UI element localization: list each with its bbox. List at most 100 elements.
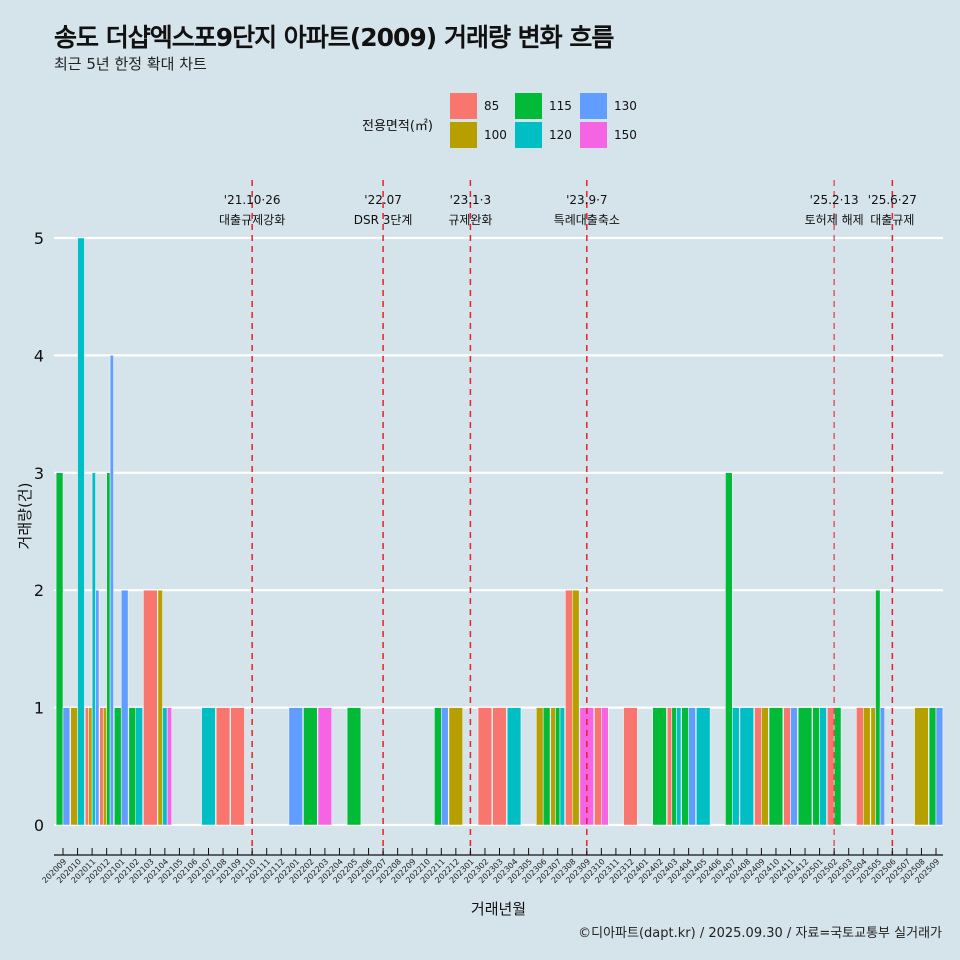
bar-202310-85 (594, 707, 602, 826)
legend-swatch (580, 122, 607, 148)
legend-label: 100 (484, 128, 507, 142)
bar-202509-130 (935, 707, 944, 826)
event-date: '22.07 (364, 193, 402, 207)
y-tick-label: 1 (34, 699, 44, 718)
legend-item-115: 115 (515, 93, 575, 119)
bar-202011-85 (84, 707, 89, 826)
x-axis-title: 거래년월 (471, 900, 526, 918)
bar-202402-115 (652, 707, 667, 826)
chart-title: 송도 더샵엑스포9단지 아파트(2009) 거래량 변화 흐름 (54, 23, 614, 52)
bar-202504-85 (856, 707, 864, 826)
bar-202012-130 (109, 355, 114, 826)
y-tick-label: 3 (34, 464, 44, 483)
bar-202011-100 (88, 707, 93, 826)
bar-202104-100 (157, 589, 163, 826)
bar-202505-130 (879, 707, 885, 826)
source-caption: ©디아파트(dapt.kr) / 2025.09.30 / 자료=국토교통부 실… (578, 926, 942, 941)
legend-label: 115 (549, 99, 572, 113)
bar-202009-115 (55, 472, 64, 826)
event-label: DSR 3단계 (354, 213, 413, 227)
bar-202307-100 (550, 707, 556, 826)
bar-202202-115 (303, 707, 318, 826)
legend-swatch (450, 122, 477, 148)
y-tick-label: 2 (34, 581, 44, 600)
legend-title: 전용면적(㎡) (362, 119, 433, 134)
legend-swatch (515, 93, 542, 119)
legend-item-100: 100 (450, 122, 510, 148)
event-date: '21.10·26 (224, 193, 281, 207)
bar-202211-115 (434, 707, 442, 826)
y-axis-title: 거래량(건) (16, 483, 34, 550)
bar-202010-100 (70, 707, 78, 826)
bar-202012-115 (106, 472, 111, 826)
bar-202306-100 (536, 707, 544, 826)
bar-202407-115 (725, 472, 733, 826)
legend-swatch (450, 93, 477, 119)
chart-subtitle: 최근 5년 한정 확대 차트 (54, 55, 207, 73)
bar-202508-100 (914, 707, 929, 826)
y-tick-label: 5 (34, 229, 44, 248)
bar-202404-130 (688, 707, 696, 826)
bar-202009-130 (62, 707, 71, 826)
bar-202403-115 (671, 707, 677, 826)
y-tick-label: 4 (34, 346, 44, 365)
bar-202302-85 (477, 707, 493, 826)
bar-202203-150 (317, 707, 333, 826)
bar-202304-120 (506, 707, 522, 826)
bar-202411-130 (790, 707, 798, 826)
bar-202501-115 (812, 707, 820, 826)
legend-item-130: 130 (580, 93, 640, 119)
bar-202409-85 (754, 707, 762, 826)
legend-item-120: 120 (515, 122, 575, 148)
bar-202409-100 (761, 707, 769, 826)
bar-202109-85 (230, 707, 245, 826)
event-date: '25.6·27 (868, 193, 917, 207)
legend-label: 150 (614, 128, 637, 142)
bar-202012-100 (102, 707, 107, 826)
bar-202308-85 (565, 589, 573, 826)
bar-202201-130 (288, 707, 303, 826)
bar-202405-120 (696, 707, 711, 826)
bar-202403-85 (666, 707, 673, 826)
bar-202306-115 (542, 707, 551, 826)
legend-label: 85 (484, 99, 500, 113)
bar-202408-120 (739, 707, 755, 826)
event-label: 특례대출축소 (554, 213, 620, 227)
bar-202509-115 (928, 707, 937, 826)
bar-202104-150 (166, 707, 172, 826)
bar-202505-100 (870, 707, 876, 826)
legend-swatch (580, 93, 607, 119)
bar-202505-115 (875, 589, 881, 826)
bar-202411-85 (783, 707, 791, 826)
event-date: '23.9·7 (566, 193, 607, 207)
legend-label: 130 (614, 99, 637, 113)
bar-202012-85 (99, 707, 104, 826)
bar-202312-85 (623, 707, 638, 826)
bar-202205-115 (346, 707, 362, 826)
bar-202412-115 (797, 707, 813, 826)
legend-item-150: 150 (580, 122, 640, 148)
event-label: 토허제 해제 (805, 213, 864, 227)
event-label: 대출규제강화 (219, 213, 285, 227)
bar-202101-115 (114, 707, 122, 826)
bar-202307-115 (555, 707, 561, 826)
event-date: '23.1·3 (450, 193, 491, 207)
bar-202502-85 (827, 707, 835, 826)
bar-202504-100 (863, 707, 871, 826)
bar-202010-120 (77, 237, 85, 826)
bar-202303-85 (492, 707, 507, 826)
bar-202501-120 (819, 707, 827, 826)
bar-202307-120 (559, 707, 565, 826)
bar-202101-130 (120, 589, 129, 826)
event-label: 규제완화 (448, 213, 492, 227)
event-date: '25.2·13 (810, 193, 859, 207)
bar-202211-130 (441, 707, 449, 826)
bar-202011-120 (91, 472, 96, 826)
legend-swatch (515, 122, 542, 148)
bar-202102-115 (128, 707, 137, 826)
y-tick-label: 0 (34, 816, 44, 835)
bar-202108-85 (215, 707, 231, 826)
bar-202104-120 (162, 707, 168, 826)
bar-202310-150 (601, 707, 609, 826)
bar-202404-115 (681, 707, 689, 826)
